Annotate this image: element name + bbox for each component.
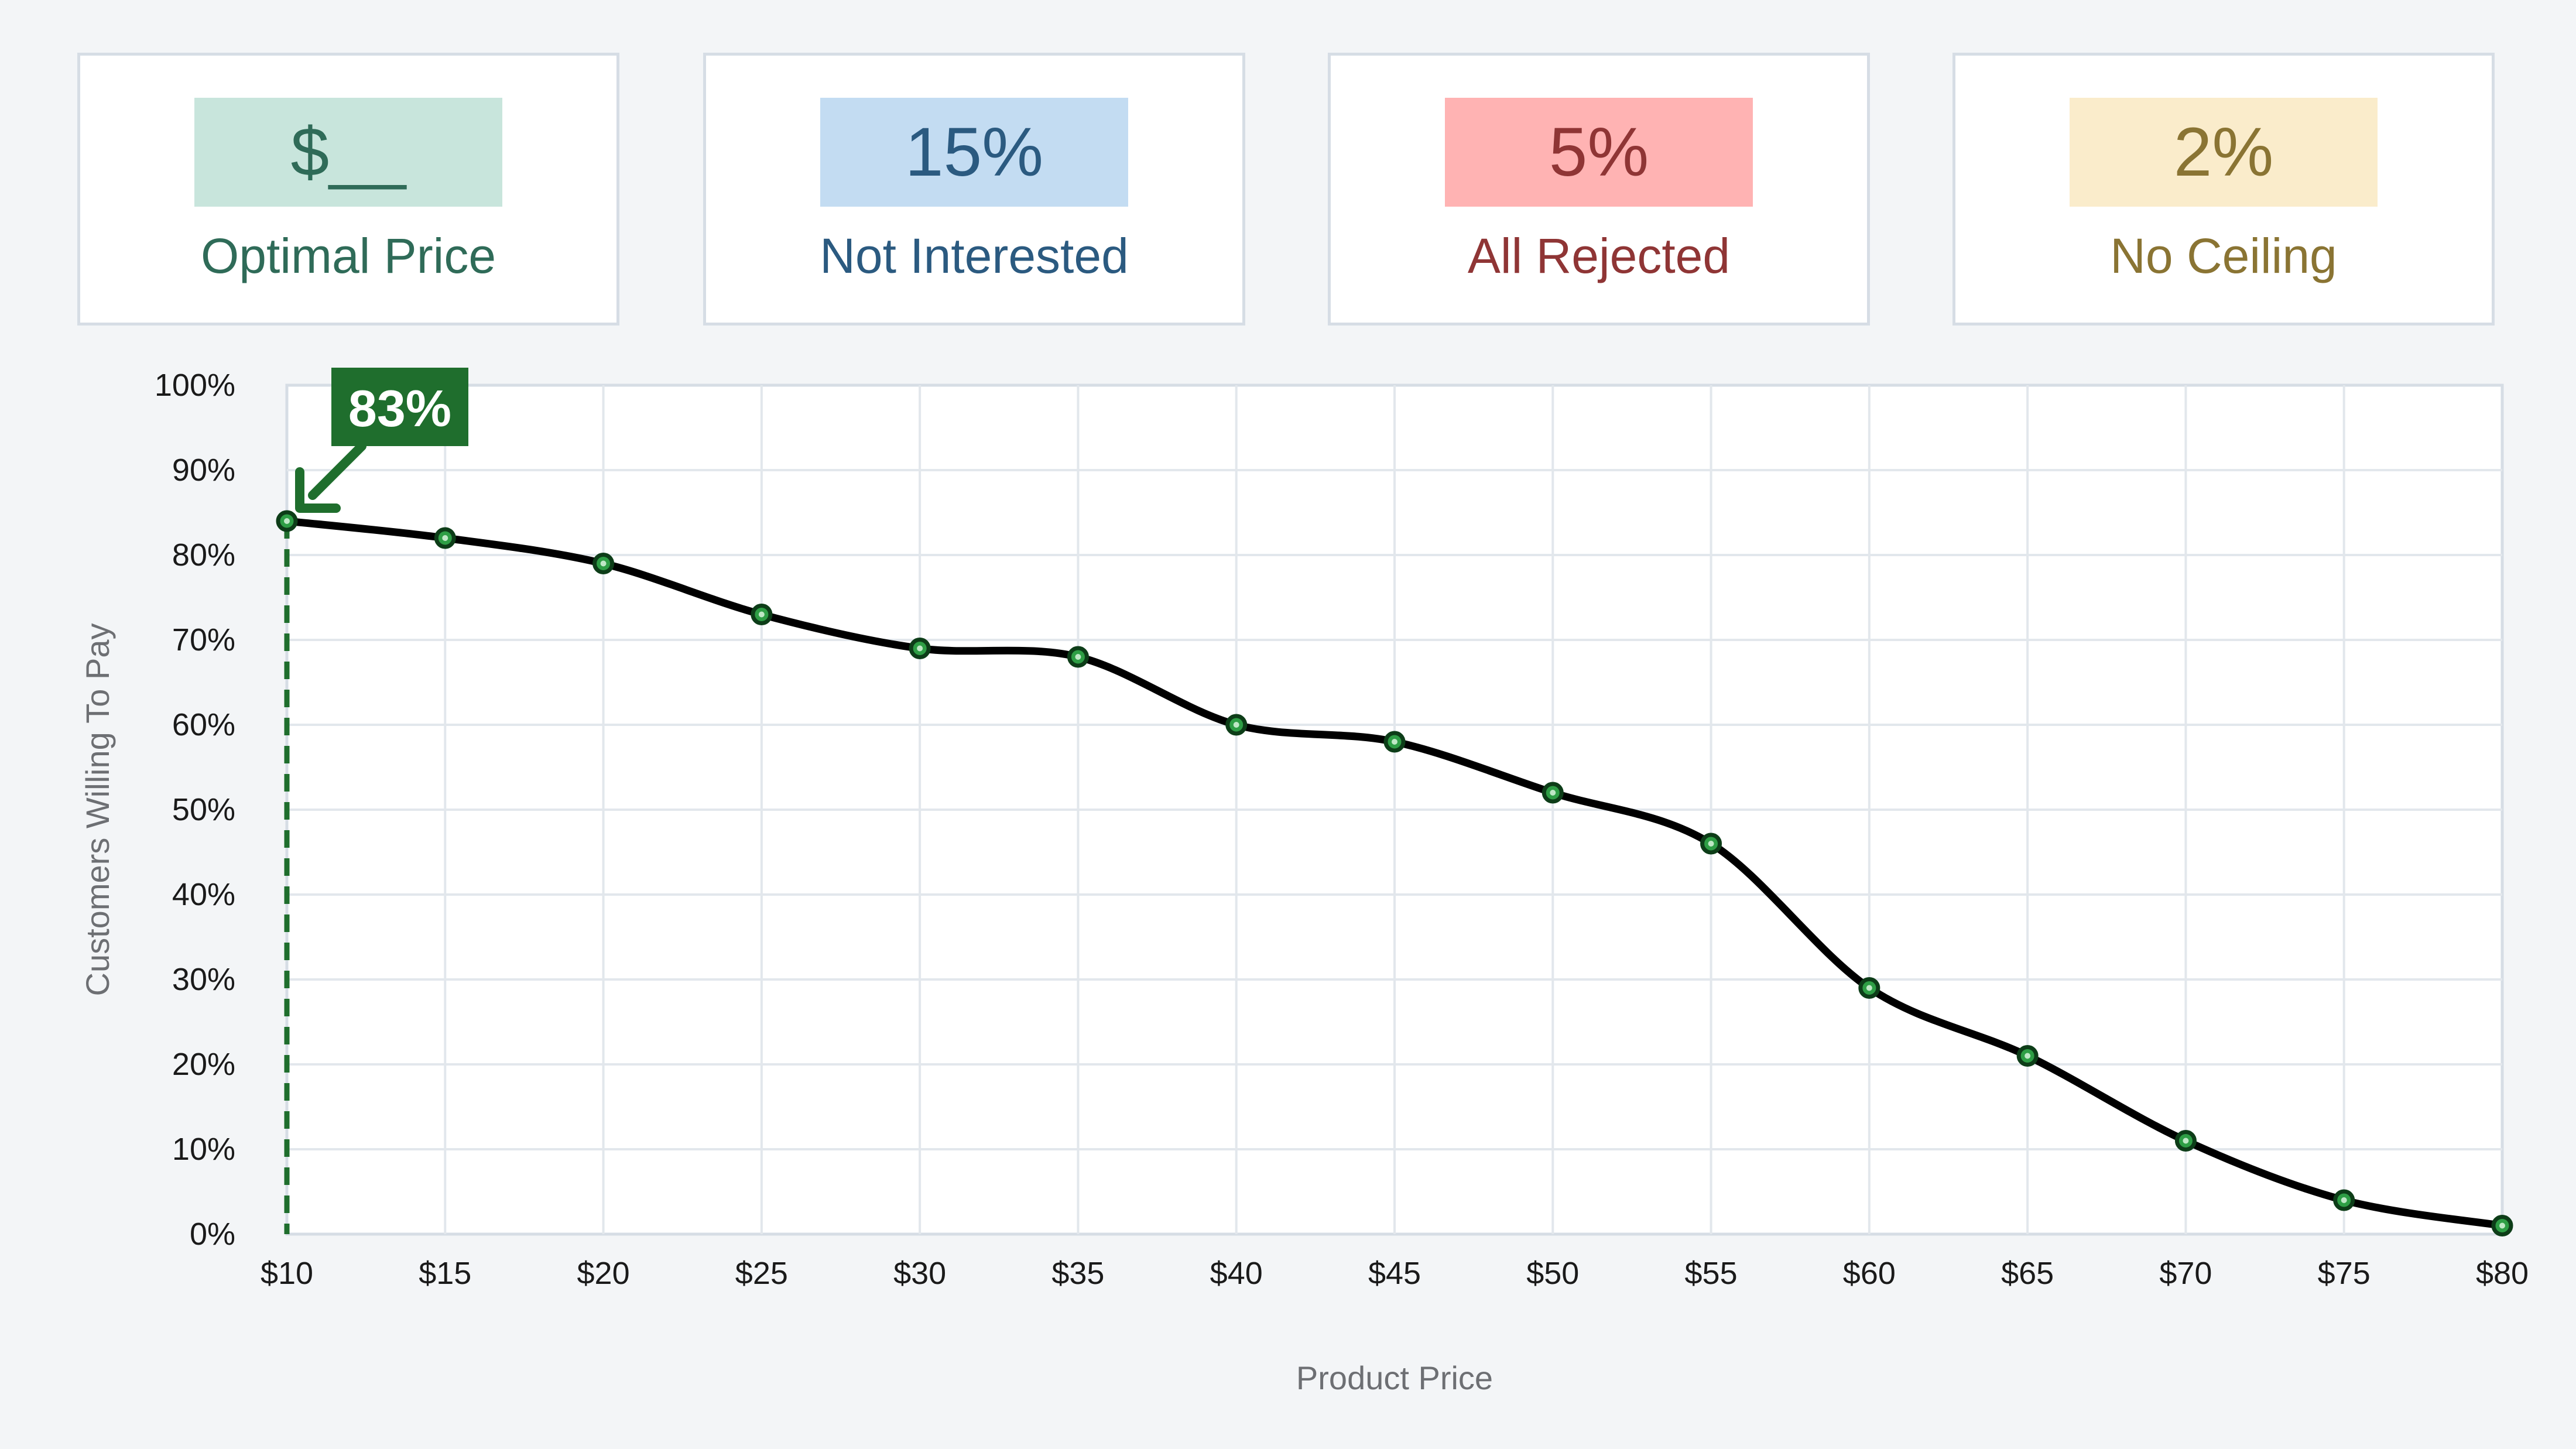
y-tick-label: 0%: [190, 1217, 235, 1252]
data-point-center: [1866, 985, 1872, 991]
data-point-center: [2499, 1222, 2505, 1229]
data-point-center: [1550, 790, 1556, 796]
callout-label: 83%: [348, 379, 451, 437]
all-rejected-card: 5% All Rejected: [1328, 53, 1870, 326]
x-tick-label: $35: [1051, 1256, 1104, 1291]
y-tick-label: 40%: [172, 877, 235, 912]
x-tick-label: $50: [1526, 1256, 1579, 1291]
x-tick-label: $70: [2159, 1256, 2212, 1291]
not-interested-label: Not Interested: [820, 228, 1129, 283]
y-tick-label: 30%: [172, 962, 235, 997]
data-point-center: [2025, 1053, 2031, 1059]
no-ceiling-label: No Ceiling: [2110, 228, 2337, 283]
data-points: [276, 510, 2513, 1236]
all-rejected-value: 5%: [1445, 98, 1753, 207]
data-point-center: [1075, 654, 1081, 660]
x-tick-label: $65: [2001, 1256, 2054, 1291]
y-tick-label: 10%: [172, 1132, 235, 1167]
x-tick-label: $10: [261, 1256, 313, 1291]
y-tick-label: 90%: [172, 453, 235, 488]
series-line: [283, 517, 2506, 1229]
y-tick-label: 100%: [155, 368, 235, 403]
data-point-center: [758, 611, 765, 618]
no-ceiling-card: 2% No Ceiling: [1952, 53, 2495, 326]
grid-lines: [287, 385, 2502, 1234]
optimal-price-callout: 83%: [295, 368, 468, 513]
optimal-price-value: $__: [194, 98, 502, 207]
x-tick-label: $55: [1685, 1256, 1738, 1291]
data-point-center: [1233, 722, 1239, 728]
data-point-center: [917, 645, 923, 652]
y-tick-label: 60%: [172, 707, 235, 742]
x-tick-label: $60: [1843, 1256, 1896, 1291]
x-tick-label: $80: [2476, 1256, 2529, 1291]
data-point-center: [600, 560, 607, 567]
x-axis-ticks: $10 $15 $20 $25 $30 $35 $40 $45 $50 $55 $60 $65 $70 $…: [261, 1256, 2529, 1291]
x-tick-label: $30: [893, 1256, 946, 1291]
data-point-center: [2183, 1138, 2189, 1144]
all-rejected-label: All Rejected: [1467, 228, 1731, 283]
no-ceiling-value: 2%: [2070, 98, 2378, 207]
optimal-price-card: $__ Optimal Price: [77, 53, 619, 326]
data-point-center: [1392, 739, 1397, 745]
x-tick-label: $75: [2318, 1256, 2371, 1291]
x-tick-label: $40: [1210, 1256, 1263, 1291]
callout-arrow-icon: [295, 441, 366, 513]
x-axis-title: Product Price: [1296, 1359, 1493, 1396]
not-interested-card: 15% Not Interested: [703, 53, 1245, 326]
data-point-center: [284, 518, 290, 524]
data-point-center: [2341, 1197, 2347, 1203]
x-tick-label: $45: [1368, 1256, 1421, 1291]
x-tick-label: $25: [735, 1256, 788, 1291]
y-axis-title: Customers Willing To Pay: [79, 624, 116, 996]
data-point-center: [1708, 841, 1714, 847]
callout-box: [331, 368, 468, 446]
x-tick-label: $20: [577, 1256, 630, 1291]
y-tick-label: 80%: [172, 537, 235, 573]
data-point-center: [442, 535, 448, 541]
not-interested-value: 15%: [820, 98, 1128, 207]
y-tick-label: 50%: [172, 792, 235, 827]
optimal-price-label: Optimal Price: [200, 228, 496, 283]
y-tick-label: 70%: [172, 622, 235, 657]
y-tick-label: 20%: [172, 1047, 235, 1082]
y-axis-ticks: 0% 10% 20% 30% 40% 50% 60% 70% 80% 90% 100%: [155, 368, 235, 1252]
x-tick-label: $15: [419, 1256, 471, 1291]
